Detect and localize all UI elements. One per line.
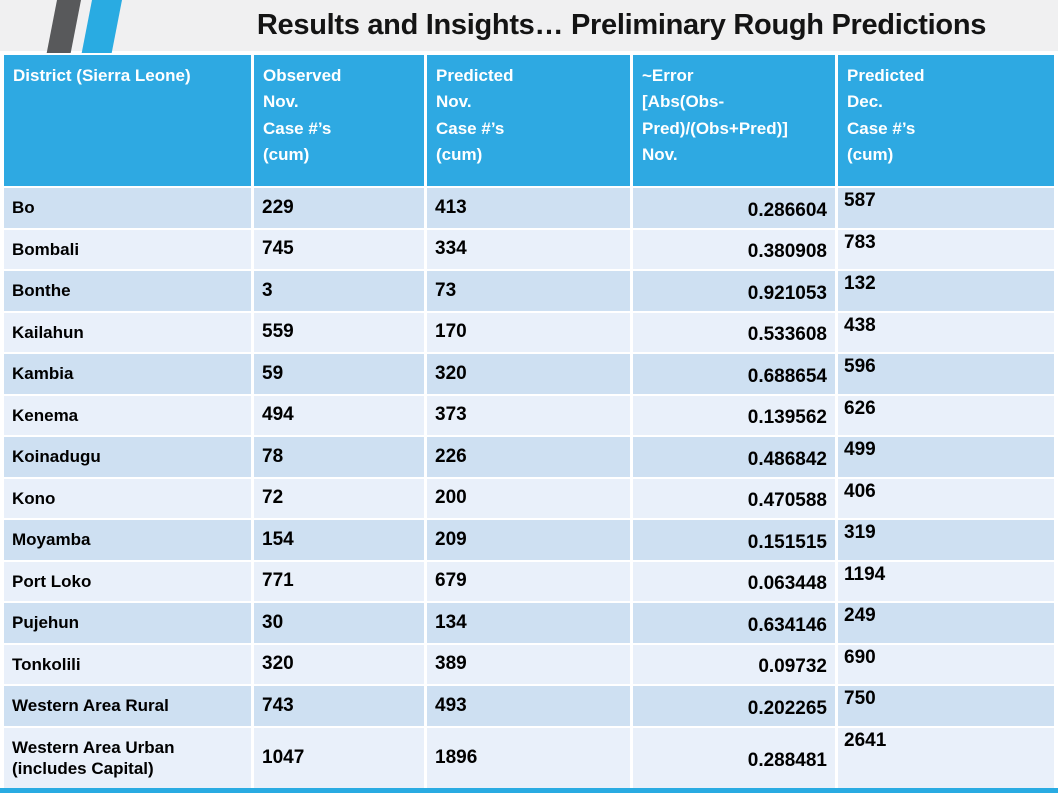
cell-error: 0.533608 <box>633 312 838 352</box>
cell-predicted_nov: 226 <box>427 437 633 477</box>
cell-error: 0.688654 <box>633 354 838 394</box>
table-row: Western Area Rural 743 493 0.202265 750 <box>4 684 1054 726</box>
column-header-predicted_dec: Predicted Dec. Case #’s (cum) <box>838 55 1054 186</box>
cell-predicted_nov: 413 <box>427 188 633 228</box>
cell-predicted_nov: 200 <box>427 478 633 518</box>
column-header-district: District (Sierra Leone) <box>4 55 254 186</box>
table-row: Bonthe 3 73 0.921053 132 <box>4 269 1054 311</box>
cell-district: Bonthe <box>4 271 254 311</box>
table-row: Port Loko 771 679 0.063448 1194 <box>4 559 1054 601</box>
page-title: Results and Insights… Preliminary Rough … <box>256 9 987 41</box>
cell-error: 0.470588 <box>633 478 838 518</box>
cell-predicted_nov: 209 <box>427 520 633 560</box>
cell-observed: 59 <box>254 354 427 394</box>
cell-error: 0.063448 <box>633 561 838 601</box>
table-row: Kono 72 200 0.470588 406 <box>4 476 1054 518</box>
cell-district: Tonkolili <box>4 644 254 684</box>
cell-predicted_nov: 334 <box>427 229 633 269</box>
cell-predicted_nov: 389 <box>427 644 633 684</box>
cell-predicted_dec: 2641 <box>838 727 1054 788</box>
cell-district: Koinadugu <box>4 437 254 477</box>
cell-predicted_nov: 493 <box>427 686 633 726</box>
cell-predicted_nov: 73 <box>427 271 633 311</box>
cell-district: Kenema <box>4 395 254 435</box>
cell-error: 0.921053 <box>633 271 838 311</box>
cell-predicted_dec: 249 <box>838 603 1054 643</box>
cell-predicted_nov: 320 <box>427 354 633 394</box>
cell-observed: 30 <box>254 603 427 643</box>
cell-predicted_dec: 406 <box>838 478 1054 518</box>
cell-observed: 229 <box>254 188 427 228</box>
cell-district: Bombali <box>4 229 254 269</box>
table-body: Bo 229 413 0.286604 587 Bombali 745 334 0.380908… <box>4 186 1054 788</box>
cell-predicted_nov: 679 <box>427 561 633 601</box>
cell-observed: 743 <box>254 686 427 726</box>
cell-observed: 72 <box>254 478 427 518</box>
cell-predicted_dec: 690 <box>838 644 1054 684</box>
bottom-accent-bar <box>0 788 1058 793</box>
cell-observed: 320 <box>254 644 427 684</box>
table-row: Western Area Urban (includes Capital) 104… <box>4 725 1054 788</box>
cell-predicted_dec: 783 <box>838 229 1054 269</box>
cell-predicted_dec: 587 <box>838 188 1054 228</box>
table-row: Kambia 59 320 0.688654 596 <box>4 352 1054 394</box>
cell-predicted_dec: 750 <box>838 686 1054 726</box>
cell-district: Kambia <box>4 354 254 394</box>
cell-error: 0.151515 <box>633 520 838 560</box>
cell-predicted_nov: 134 <box>427 603 633 643</box>
column-header-error: ~Error [Abs(Obs- Pred)/(Obs+Pred)] Nov. <box>633 55 838 186</box>
predictions-table: District (Sierra Leone) Observed Nov. Cas… <box>4 55 1054 788</box>
cell-observed: 78 <box>254 437 427 477</box>
cell-predicted_dec: 596 <box>838 354 1054 394</box>
table-row: Bombali 745 334 0.380908 783 <box>4 227 1054 269</box>
cell-observed: 1047 <box>254 727 427 788</box>
cell-district: Kono <box>4 478 254 518</box>
cell-error: 0.486842 <box>633 437 838 477</box>
table-row: Moyamba 154 209 0.151515 319 <box>4 518 1054 560</box>
cell-predicted_dec: 626 <box>838 395 1054 435</box>
column-header-predicted_nov: Predicted Nov. Case #’s (cum) <box>427 55 633 186</box>
column-header-observed: Observed Nov. Case #’s (cum) <box>254 55 427 186</box>
table-row: Pujehun 30 134 0.634146 249 <box>4 601 1054 643</box>
cell-error: 0.09732 <box>633 644 838 684</box>
cell-district: Western Area Urban (includes Capital) <box>4 727 254 788</box>
cell-observed: 559 <box>254 312 427 352</box>
cell-predicted_dec: 438 <box>838 312 1054 352</box>
table-row: Kenema 494 373 0.139562 626 <box>4 393 1054 435</box>
cell-predicted_nov: 1896 <box>427 727 633 788</box>
cell-observed: 745 <box>254 229 427 269</box>
table-row: Bo 229 413 0.286604 587 <box>4 186 1054 228</box>
cell-error: 0.139562 <box>633 395 838 435</box>
table-row: Kailahun 559 170 0.533608 438 <box>4 310 1054 352</box>
cell-predicted_nov: 373 <box>427 395 633 435</box>
cell-district: Western Area Rural <box>4 686 254 726</box>
slide-header: Results and Insights… Preliminary Rough … <box>0 0 1058 53</box>
cell-district: Bo <box>4 188 254 228</box>
cell-district: Port Loko <box>4 561 254 601</box>
cell-observed: 494 <box>254 395 427 435</box>
cell-error: 0.380908 <box>633 229 838 269</box>
cell-predicted_nov: 170 <box>427 312 633 352</box>
cell-error: 0.634146 <box>633 603 838 643</box>
cell-error: 0.286604 <box>633 188 838 228</box>
cell-observed: 154 <box>254 520 427 560</box>
cell-district: Kailahun <box>4 312 254 352</box>
cell-district: Pujehun <box>4 603 254 643</box>
table-header-row: District (Sierra Leone) Observed Nov. Cas… <box>4 55 1054 186</box>
cell-error: 0.202265 <box>633 686 838 726</box>
cell-predicted_dec: 132 <box>838 271 1054 311</box>
cell-observed: 3 <box>254 271 427 311</box>
table-row: Koinadugu 78 226 0.486842 499 <box>4 435 1054 477</box>
cell-observed: 771 <box>254 561 427 601</box>
cell-error: 0.288481 <box>633 727 838 788</box>
cell-predicted_dec: 1194 <box>838 561 1054 601</box>
cell-predicted_dec: 499 <box>838 437 1054 477</box>
cell-district: Moyamba <box>4 520 254 560</box>
table-row: Tonkolili 320 389 0.09732 690 <box>4 642 1054 684</box>
cell-predicted_dec: 319 <box>838 520 1054 560</box>
